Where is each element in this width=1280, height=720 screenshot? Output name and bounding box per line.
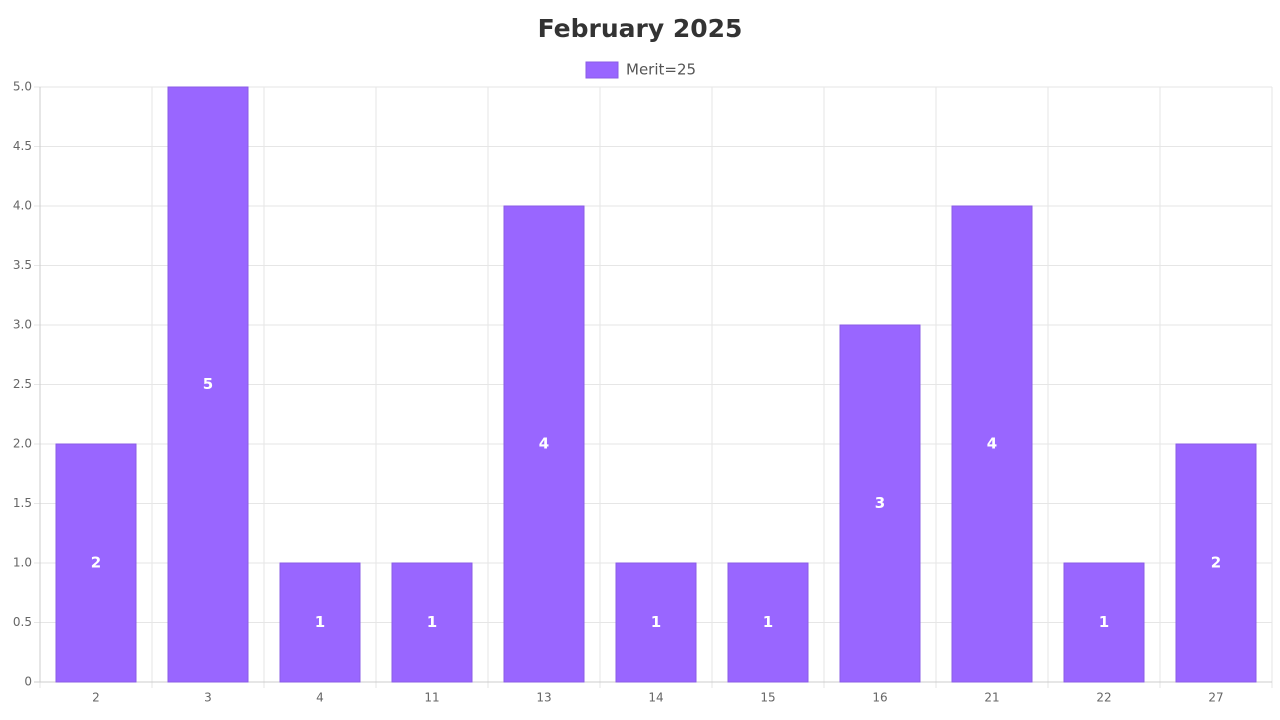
y-tick-label: 3.0 bbox=[13, 318, 32, 332]
x-tick-label: 4 bbox=[316, 691, 324, 705]
x-tick-label: 21 bbox=[984, 691, 999, 705]
bar bbox=[503, 205, 585, 683]
y-tick-label: 2.5 bbox=[13, 377, 32, 391]
y-tick-label: 4.5 bbox=[13, 139, 32, 153]
x-tick-label: 3 bbox=[204, 691, 212, 705]
y-tick-label: 1.0 bbox=[13, 556, 32, 570]
legend-label: Merit=25 bbox=[626, 61, 696, 79]
y-tick-label: 0 bbox=[24, 675, 32, 689]
x-tick-label: 22 bbox=[1096, 691, 1111, 705]
x-tick-label: 11 bbox=[424, 691, 439, 705]
x-tick-label: 16 bbox=[872, 691, 887, 705]
bar bbox=[55, 443, 137, 683]
y-tick-label: 0.5 bbox=[13, 615, 32, 629]
y-tick-label: 1.5 bbox=[13, 496, 32, 510]
x-tick-label: 27 bbox=[1208, 691, 1223, 705]
bar bbox=[727, 562, 809, 683]
x-tick-label: 14 bbox=[648, 691, 663, 705]
bar bbox=[839, 324, 921, 683]
y-tick-label: 5.0 bbox=[13, 80, 32, 94]
legend-swatch bbox=[585, 61, 619, 79]
bar-value-label: 4 bbox=[987, 435, 997, 453]
bar-value-label: 1 bbox=[651, 613, 661, 631]
bar bbox=[391, 562, 473, 683]
bar bbox=[1063, 562, 1145, 683]
bar-value-label: 1 bbox=[1099, 613, 1109, 631]
x-tick-label: 13 bbox=[536, 691, 551, 705]
bar-value-label: 1 bbox=[427, 613, 437, 631]
bar-value-label: 4 bbox=[539, 435, 549, 453]
bar-value-label: 1 bbox=[763, 613, 773, 631]
y-tick-label: 2.0 bbox=[13, 437, 32, 451]
bar bbox=[951, 205, 1033, 683]
x-tick-label: 15 bbox=[760, 691, 775, 705]
bar-value-label: 3 bbox=[875, 494, 885, 512]
bar bbox=[1175, 443, 1257, 683]
bar bbox=[167, 86, 249, 683]
chart-title: February 2025 bbox=[538, 14, 743, 43]
x-tick-label: 2 bbox=[92, 691, 100, 705]
bar-value-label: 5 bbox=[203, 375, 213, 393]
y-tick-label: 3.5 bbox=[13, 258, 32, 272]
bar-value-label: 1 bbox=[315, 613, 325, 631]
bar-value-label: 2 bbox=[1211, 554, 1221, 572]
y-tick-label: 4.0 bbox=[13, 199, 32, 213]
bar-value-label: 2 bbox=[91, 554, 101, 572]
bar bbox=[279, 562, 361, 683]
bar bbox=[615, 562, 697, 683]
